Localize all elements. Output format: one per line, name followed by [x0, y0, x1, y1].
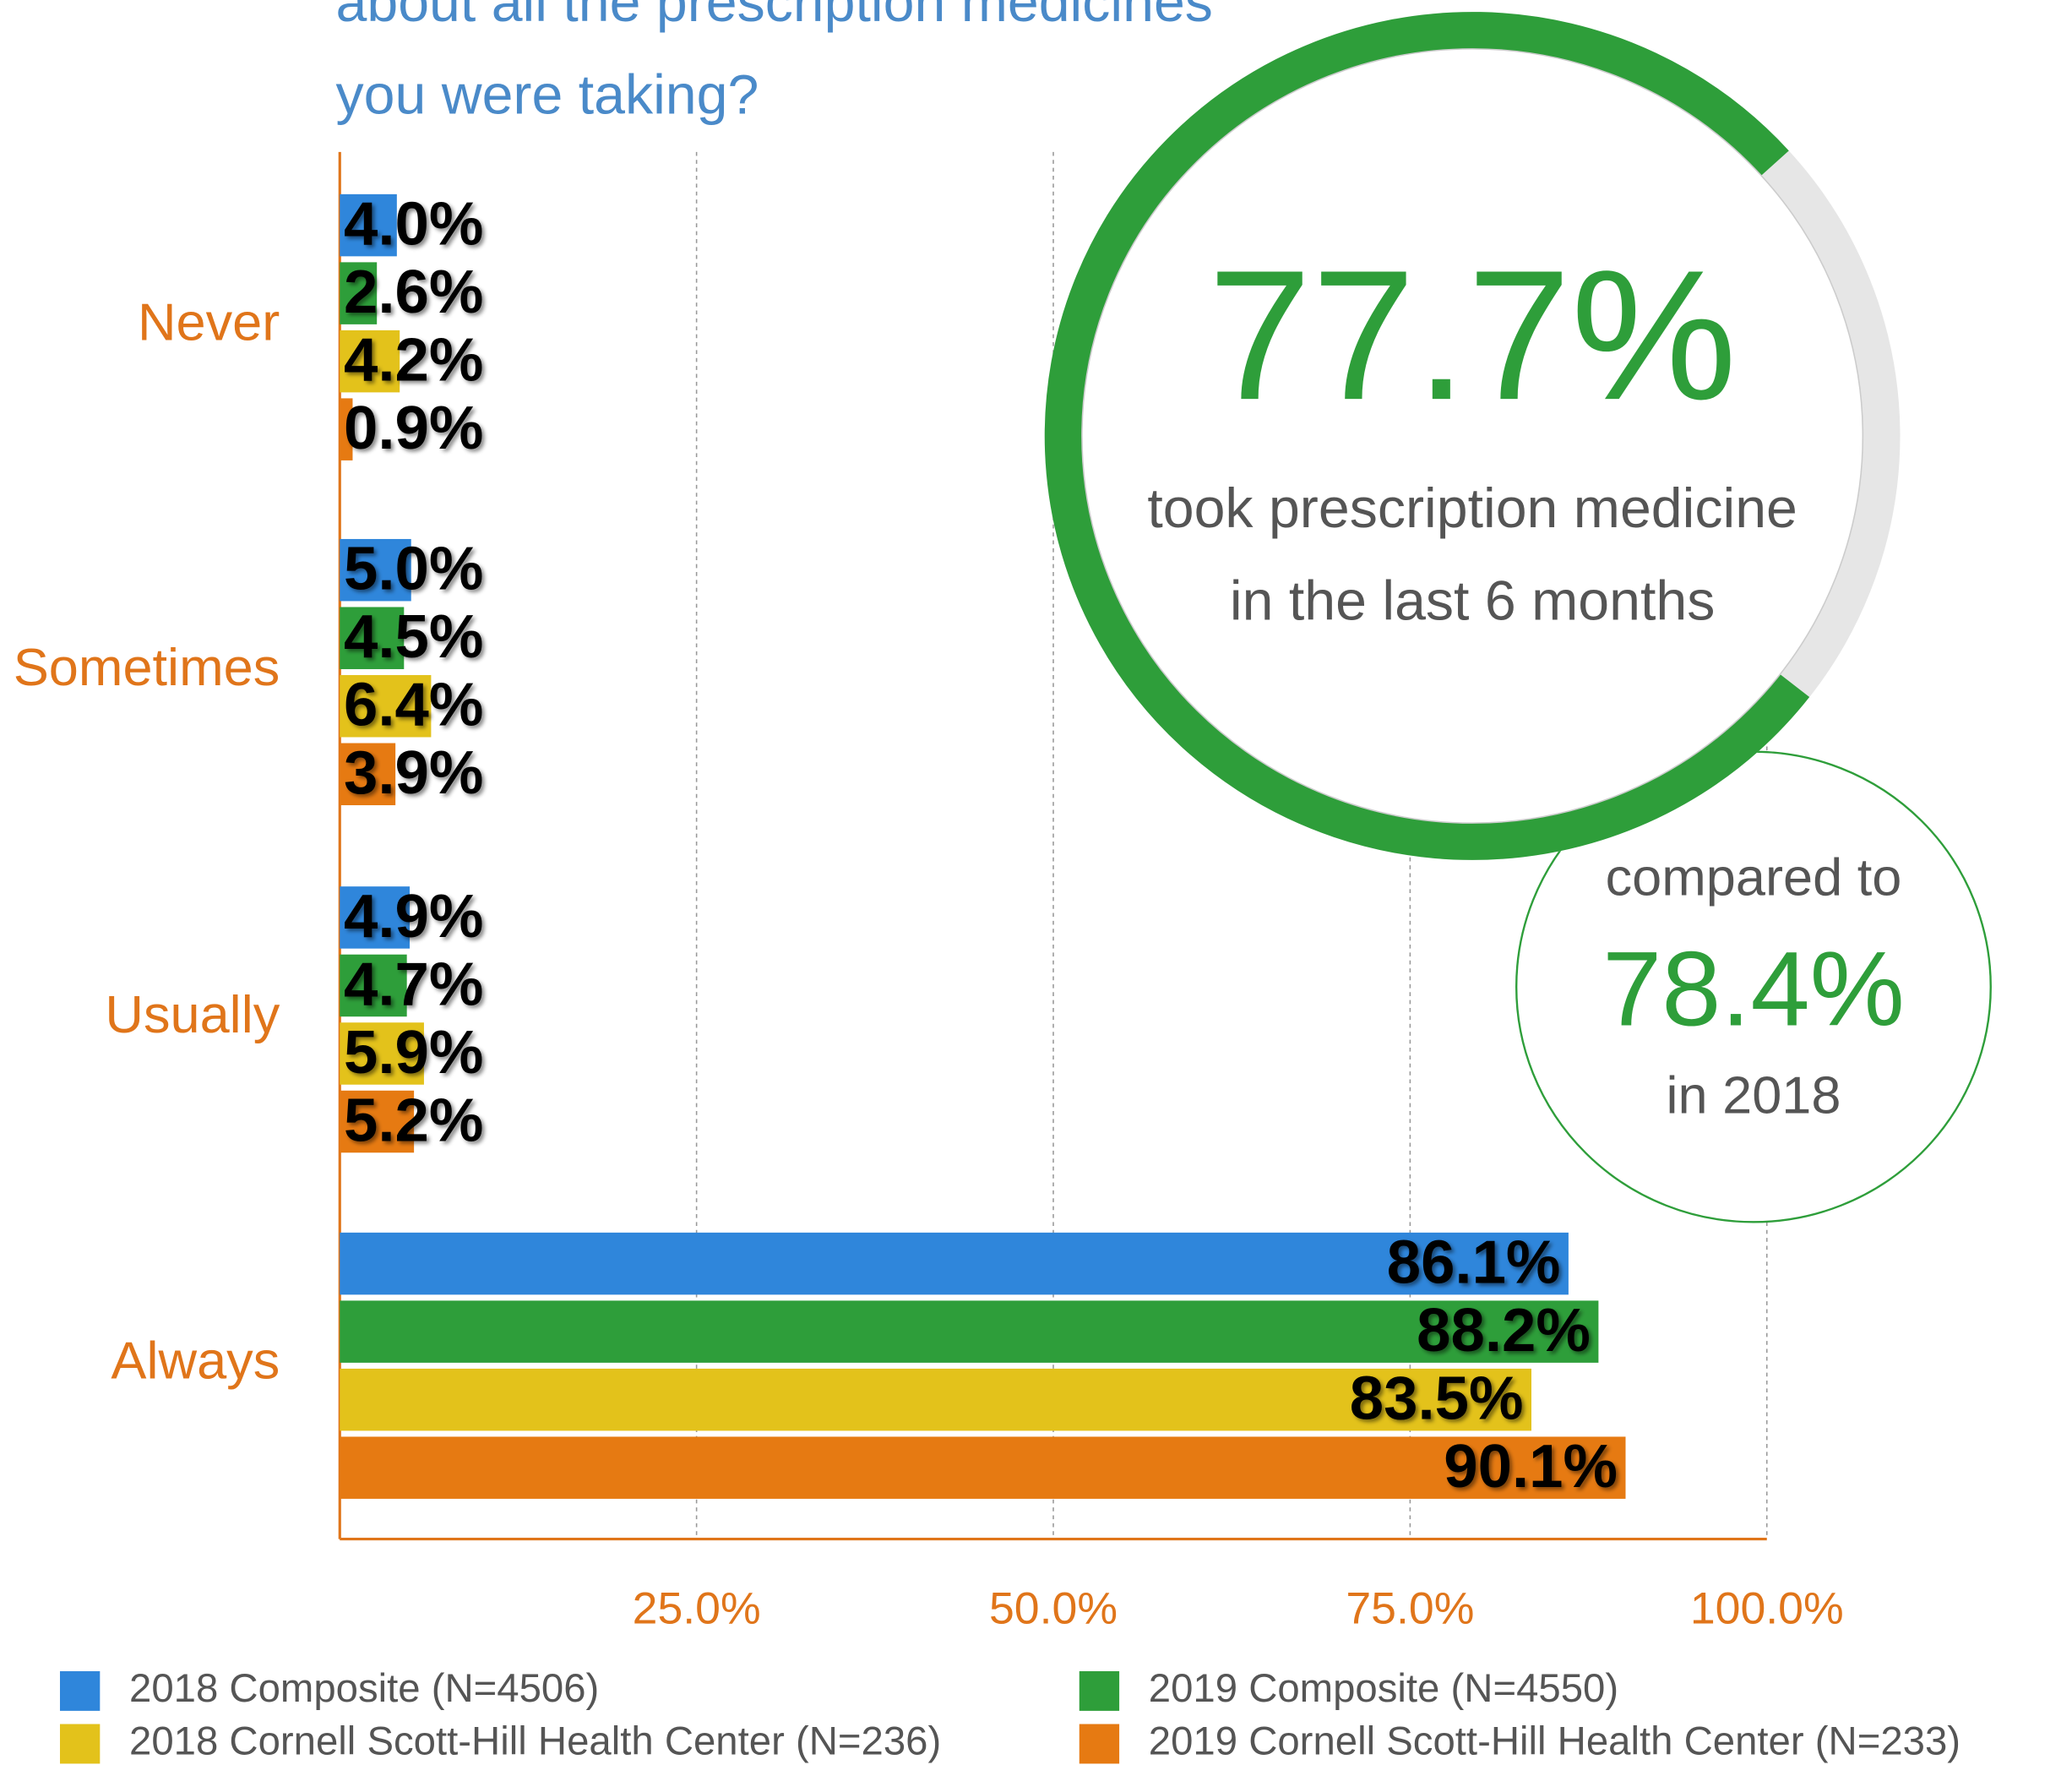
y-tick-label: Always: [111, 1332, 280, 1391]
bar: [340, 398, 353, 460]
data-label: 0.9%: [344, 395, 483, 462]
gauge-inner: [1081, 48, 1864, 824]
data-label: 4.7%: [344, 951, 483, 1019]
data-label: 5.0%: [344, 536, 483, 603]
data-label: 6.4%: [344, 672, 483, 739]
data-label: 5.2%: [344, 1087, 483, 1155]
bar: [340, 262, 378, 324]
bar: [340, 675, 432, 738]
chart-title: about all the prescription medicines: [336, 0, 1213, 33]
y-tick-label: Never: [138, 293, 280, 352]
legend-swatch: [59, 1724, 101, 1764]
data-label: 5.9%: [344, 1019, 483, 1087]
gauge-value: 77.7%: [1208, 232, 1737, 439]
bar: [340, 1300, 1599, 1363]
data-label: 4.9%: [344, 883, 483, 951]
legend-swatch: [1079, 1724, 1120, 1764]
bar: [340, 1022, 424, 1085]
bar: [340, 886, 411, 949]
bar: [340, 1232, 1569, 1295]
gauge-text: in the last 6 months: [1230, 569, 1715, 632]
data-label: 3.9%: [344, 739, 483, 807]
legend-label: 2018 Composite (N=4506): [129, 1665, 599, 1710]
comparison-text: compared to: [1606, 848, 1902, 907]
bar: [340, 1436, 1626, 1499]
x-tick-label: 75.0%: [1346, 1584, 1474, 1634]
callouts: compared to 78.4% in 2018 77.7% took prescri…: [1044, 12, 1992, 1223]
gauge-arc: [1044, 12, 1810, 860]
data-label: 4.0%: [344, 191, 483, 259]
x-tick-label: 50.0%: [989, 1584, 1118, 1634]
comparison-text: in 2018: [1666, 1066, 1841, 1125]
data-label: 2.6%: [344, 259, 483, 326]
bar: [340, 954, 407, 1017]
legend-label: 2018 Cornell Scott-Hill Health Center (N…: [129, 1719, 941, 1763]
y-tick-label: Sometimes: [14, 638, 280, 697]
gauge-text: took prescription medicine: [1147, 477, 1797, 539]
x-tick-label: 100.0%: [1690, 1584, 1844, 1634]
legend-label: 2019 Cornell Scott-Hill Health Center (N…: [1149, 1719, 1961, 1763]
data-label: 88.2%: [1417, 1297, 1591, 1365]
x-tick-label: 25.0%: [633, 1584, 761, 1634]
data-label: 90.1%: [1444, 1433, 1618, 1501]
bar: [340, 538, 411, 602]
data-label: 83.5%: [1350, 1365, 1524, 1433]
data-label: 86.1%: [1387, 1229, 1561, 1297]
bar: [340, 1090, 415, 1153]
bar: [340, 330, 400, 393]
bar: [340, 1368, 1531, 1431]
data-label: 4.5%: [344, 603, 483, 671]
data-label: 4.2%: [344, 327, 483, 395]
legend-label: 2019 Composite (N=4550): [1149, 1665, 1618, 1710]
bar: [340, 193, 397, 257]
bar: [340, 607, 405, 669]
legend-swatch: [59, 1670, 101, 1711]
plot-area: about all the prescription medicines you …: [14, 0, 1961, 1764]
y-tick-label: Usually: [105, 985, 280, 1044]
bar: [340, 743, 396, 806]
legend-swatch: [1079, 1670, 1120, 1711]
chart-title: you were taking?: [336, 63, 759, 126]
comparison-value: 78.4%: [1602, 929, 1905, 1048]
